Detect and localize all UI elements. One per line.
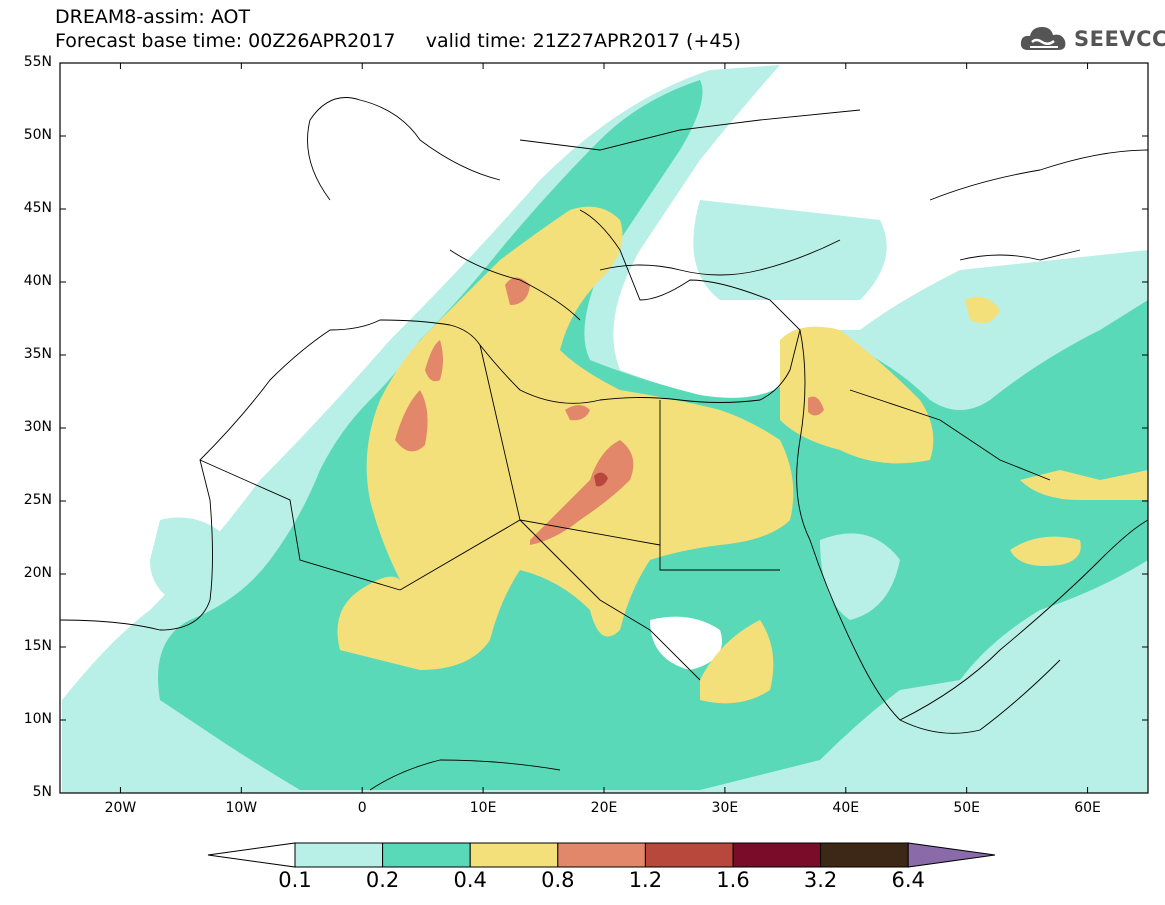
aot-field-0.4 xyxy=(700,620,774,704)
colorbar-arrow-high xyxy=(907,842,996,868)
colorbar-level-label: 6.4 xyxy=(891,868,925,892)
aot-clear-area xyxy=(693,200,887,300)
x-tick-label: 0 xyxy=(357,800,367,816)
coastlines xyxy=(60,97,1148,791)
y-tick-label: 50N xyxy=(23,127,52,143)
y-tick-label: 15N xyxy=(23,638,52,654)
aot-field-0.4 xyxy=(965,296,1000,324)
y-tick-label: 30N xyxy=(23,419,52,435)
aot-field-0.8 xyxy=(565,405,590,421)
aot-clear-area xyxy=(650,616,722,670)
y-tick-label: 5N xyxy=(32,784,52,800)
aot-field-0.8 xyxy=(530,440,634,545)
x-tick-label: 20E xyxy=(590,800,618,816)
colorbar xyxy=(207,842,996,868)
x-tick-label: 20W xyxy=(104,800,137,816)
colorbar-level-label: 1.2 xyxy=(628,868,663,892)
seevccc-logo: SEEVCCC xyxy=(1018,22,1165,56)
colorbar-level-label: 3.2 xyxy=(803,868,838,892)
colorbar-level-label: 1.6 xyxy=(716,868,750,892)
map-title: DREAM8-assim: AOT xyxy=(55,6,251,28)
aot-field-0.4 xyxy=(1010,536,1081,566)
aot-field-0.8 xyxy=(505,277,530,305)
colorbar-box xyxy=(557,842,646,868)
x-tick-label: 40E xyxy=(832,800,860,816)
y-tick-label: 10N xyxy=(23,711,52,727)
aot-field-0.8 xyxy=(808,396,824,416)
colorbar-level-label: 0.2 xyxy=(365,868,400,892)
colorbar-level-label: 0.8 xyxy=(541,868,575,892)
x-tick-label: 10E xyxy=(469,800,497,816)
colorbar-box xyxy=(820,842,909,868)
x-tick-label: 10W xyxy=(225,800,258,816)
x-tick-label: 30E xyxy=(711,800,739,816)
colorbar-box xyxy=(382,842,471,868)
aot-field-0.8 xyxy=(395,390,428,452)
aot-field-1.2 xyxy=(594,472,608,487)
colorbar-level-label: 0.1 xyxy=(278,868,312,892)
aot-field-0.4 xyxy=(780,326,934,464)
colorbar-box xyxy=(469,842,559,868)
colorbar-box xyxy=(644,842,734,868)
colorbar-arrow-low xyxy=(207,842,296,868)
colorbar-box xyxy=(294,842,384,868)
aot-field-0.4 xyxy=(1020,470,1148,500)
colorbar-box xyxy=(732,842,822,868)
cloud-icon xyxy=(1020,27,1066,50)
forecast-time-subtitle: Forecast base time: 00Z26APR2017 valid t… xyxy=(55,30,741,52)
y-tick-label: 25N xyxy=(23,492,52,508)
y-tick-label: 55N xyxy=(23,54,52,70)
x-tick-label: 60E xyxy=(1074,800,1101,816)
y-tick-label: 45N xyxy=(23,200,52,216)
y-tick-label: 20N xyxy=(23,565,52,581)
colorbar-level-label: 0.4 xyxy=(453,868,487,892)
y-tick-label: 35N xyxy=(23,346,52,362)
aot-field-0.8 xyxy=(425,340,443,382)
y-tick-label: 40N xyxy=(23,273,52,289)
aot-field-0.4 xyxy=(337,206,794,670)
logo-text: SEEVCCC xyxy=(1074,27,1165,51)
x-tick-label: 50E xyxy=(953,800,980,816)
aot-clear-area xyxy=(820,533,900,620)
